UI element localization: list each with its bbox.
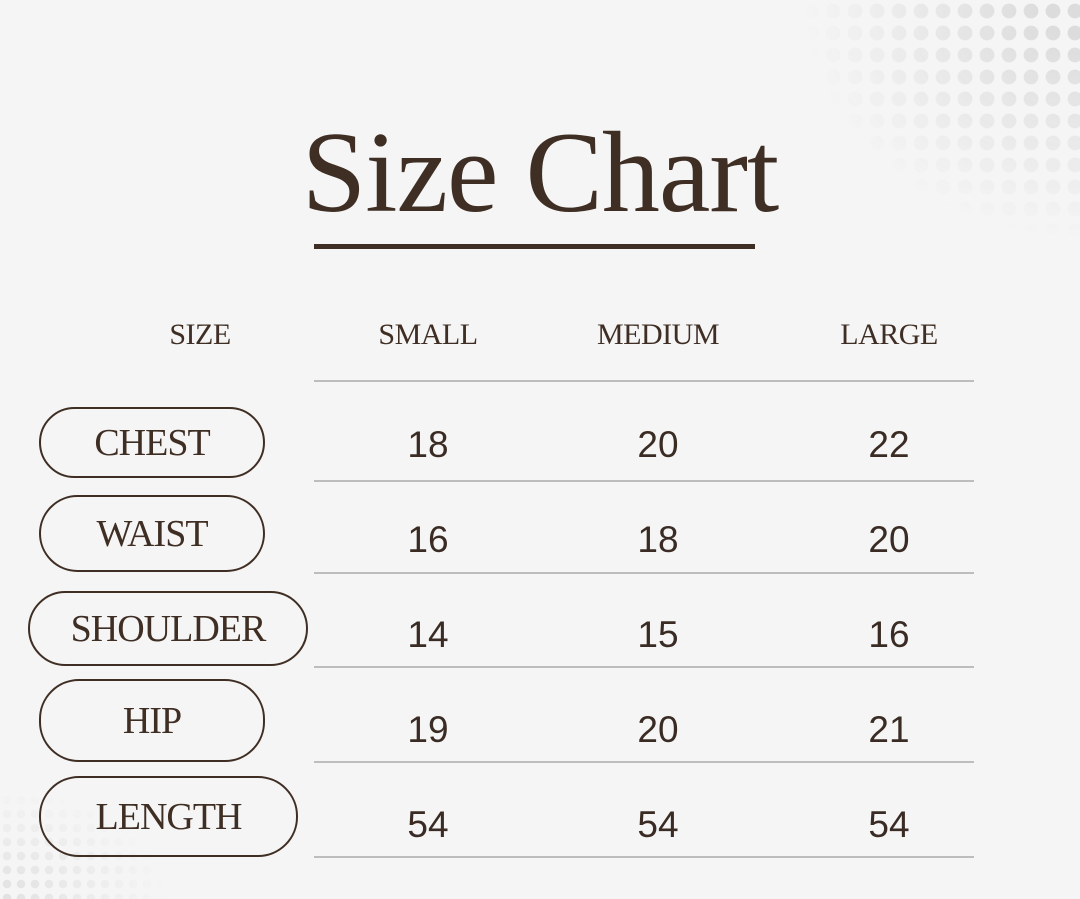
row-label: HIP [122,699,182,742]
column-header: SIZE [169,318,231,351]
row-label-pill: CHEST [39,407,265,478]
table-cell: 14 [407,614,449,655]
table-cell: 54 [407,804,449,845]
row-divider [314,761,974,763]
row-label: SHOULDER [70,607,267,650]
row-label: CHEST [94,421,210,464]
dot-pattern-decoration [0,779,180,899]
column-header: SMALL [378,318,478,351]
table-cell: 54 [868,804,910,845]
column-header: LARGE [840,318,938,351]
table-cell: 20 [637,424,679,465]
row-label-pill: SHOULDER [28,591,308,666]
table-cell: 22 [868,424,910,465]
column-header: MEDIUM [597,318,720,351]
row-label: WAIST [96,512,208,555]
dot-pattern-decoration [800,0,1080,240]
title-underline [314,244,755,249]
table-cell: 18 [637,519,679,560]
row-label-pill: HIP [39,679,265,762]
page-title: Size Chart [301,109,779,237]
table-cell: 21 [868,709,910,750]
table-cell: 16 [407,519,449,560]
row-divider [314,480,974,482]
table-cell: 20 [868,519,910,560]
row-label-pill: WAIST [39,495,265,572]
table-cell: 20 [637,709,679,750]
table-cell: 54 [637,804,679,845]
row-divider [314,666,974,668]
table-cell: 16 [868,614,910,655]
row-label: LENGTH [95,795,243,838]
row-divider [314,572,974,574]
table-cell: 15 [637,614,679,655]
row-label-pill: LENGTH [39,776,298,857]
row-divider [314,856,974,858]
table-cell: 18 [407,424,449,465]
table-cell: 19 [407,709,449,750]
row-divider [314,380,974,382]
